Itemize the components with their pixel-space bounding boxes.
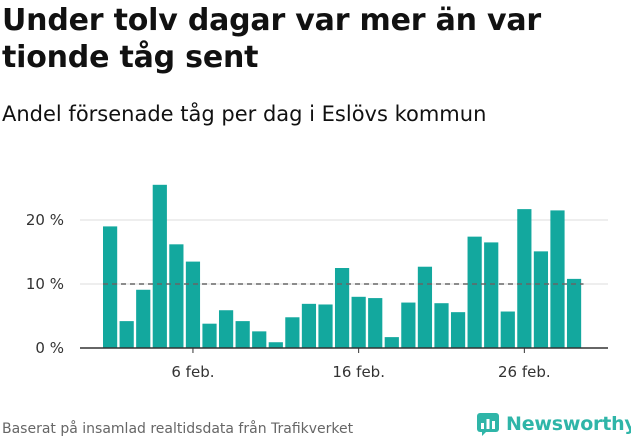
bars <box>103 184 582 348</box>
source-note: Baserat på insamlad realtidsdata från Tr… <box>2 421 354 437</box>
y-tick-label: 20 % <box>26 211 64 229</box>
bar <box>169 244 184 348</box>
bar <box>202 323 217 348</box>
bar <box>351 296 366 348</box>
bar <box>384 337 399 348</box>
bar <box>318 304 333 348</box>
bar <box>484 242 499 348</box>
bar <box>301 303 317 348</box>
bar <box>417 266 433 348</box>
bar <box>218 310 234 348</box>
bar <box>500 311 515 348</box>
bar <box>252 331 267 348</box>
bar <box>450 312 466 348</box>
bar <box>136 289 151 348</box>
bar <box>533 251 549 348</box>
bar <box>235 321 250 348</box>
bar-chart: 0 % 10 % 20 % 6 feb. 16 feb. 26 feb. <box>26 184 608 381</box>
y-tick-label: 0 % <box>35 339 64 357</box>
y-axis-ticks: 0 % 10 % 20 % <box>26 211 64 357</box>
y-tick-label: 10 % <box>26 275 64 293</box>
bar <box>368 298 383 348</box>
brand-name: Newsworthy <box>506 413 631 435</box>
bar <box>285 317 300 348</box>
x-tick-label: 16 feb. <box>332 363 385 381</box>
bar <box>185 261 201 348</box>
bar <box>517 209 532 348</box>
bar <box>152 184 167 348</box>
bar <box>566 278 582 348</box>
bar <box>334 268 350 348</box>
bar <box>268 342 283 348</box>
bar <box>401 302 416 348</box>
newsworthy-icon <box>477 413 499 436</box>
chart-title: Under tolv dagar var mer än var tionde t… <box>2 3 542 75</box>
x-axis-ticks: 6 feb. 16 feb. 26 feb. <box>80 347 608 381</box>
bar <box>103 226 118 348</box>
x-tick-label: 26 feb. <box>498 363 551 381</box>
bar <box>550 210 565 348</box>
bar <box>467 236 482 348</box>
bar <box>119 321 134 348</box>
newsworthy-logo: Newsworthy <box>476 410 631 438</box>
bar <box>434 303 449 348</box>
chart-subtitle: Andel försenade tåg per dag i Eslövs kom… <box>2 102 487 126</box>
x-tick-label: 6 feb. <box>171 363 214 381</box>
